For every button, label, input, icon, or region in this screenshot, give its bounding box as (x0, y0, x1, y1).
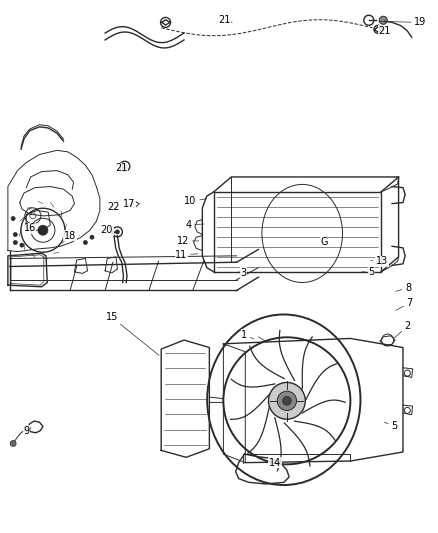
Text: 3: 3 (239, 268, 246, 278)
Text: 9: 9 (23, 426, 30, 435)
Text: 16: 16 (24, 223, 40, 233)
Circle shape (13, 240, 18, 245)
Text: 5: 5 (362, 267, 374, 277)
Text: 1: 1 (241, 330, 254, 340)
Text: 10: 10 (184, 197, 207, 206)
Text: 7: 7 (396, 298, 413, 310)
Circle shape (38, 225, 48, 235)
Text: G: G (320, 237, 328, 247)
Text: 13: 13 (371, 256, 388, 266)
Text: 14: 14 (269, 458, 281, 467)
Text: 21: 21 (378, 26, 391, 36)
Circle shape (277, 391, 297, 410)
Text: 2: 2 (394, 321, 410, 338)
Text: 22: 22 (107, 202, 119, 212)
Text: 12: 12 (177, 236, 199, 246)
Text: 11: 11 (175, 250, 198, 260)
Circle shape (10, 440, 16, 447)
Text: 8: 8 (396, 283, 411, 293)
Text: 17: 17 (123, 199, 137, 208)
Circle shape (123, 164, 127, 168)
Circle shape (13, 232, 18, 237)
Circle shape (11, 216, 15, 221)
Text: 21: 21 (116, 164, 128, 173)
Text: 19: 19 (378, 18, 427, 27)
Text: 18: 18 (64, 231, 80, 240)
Circle shape (283, 397, 291, 405)
Text: 5: 5 (385, 422, 397, 431)
Text: 4: 4 (185, 220, 204, 230)
Circle shape (379, 16, 387, 25)
Circle shape (90, 235, 94, 239)
Text: 20: 20 (101, 225, 116, 235)
Circle shape (268, 382, 305, 419)
Text: G: G (321, 237, 328, 245)
Circle shape (115, 230, 120, 234)
Circle shape (83, 240, 88, 245)
Circle shape (20, 243, 24, 247)
Text: 15: 15 (106, 312, 159, 356)
Text: 21: 21 (218, 15, 232, 25)
